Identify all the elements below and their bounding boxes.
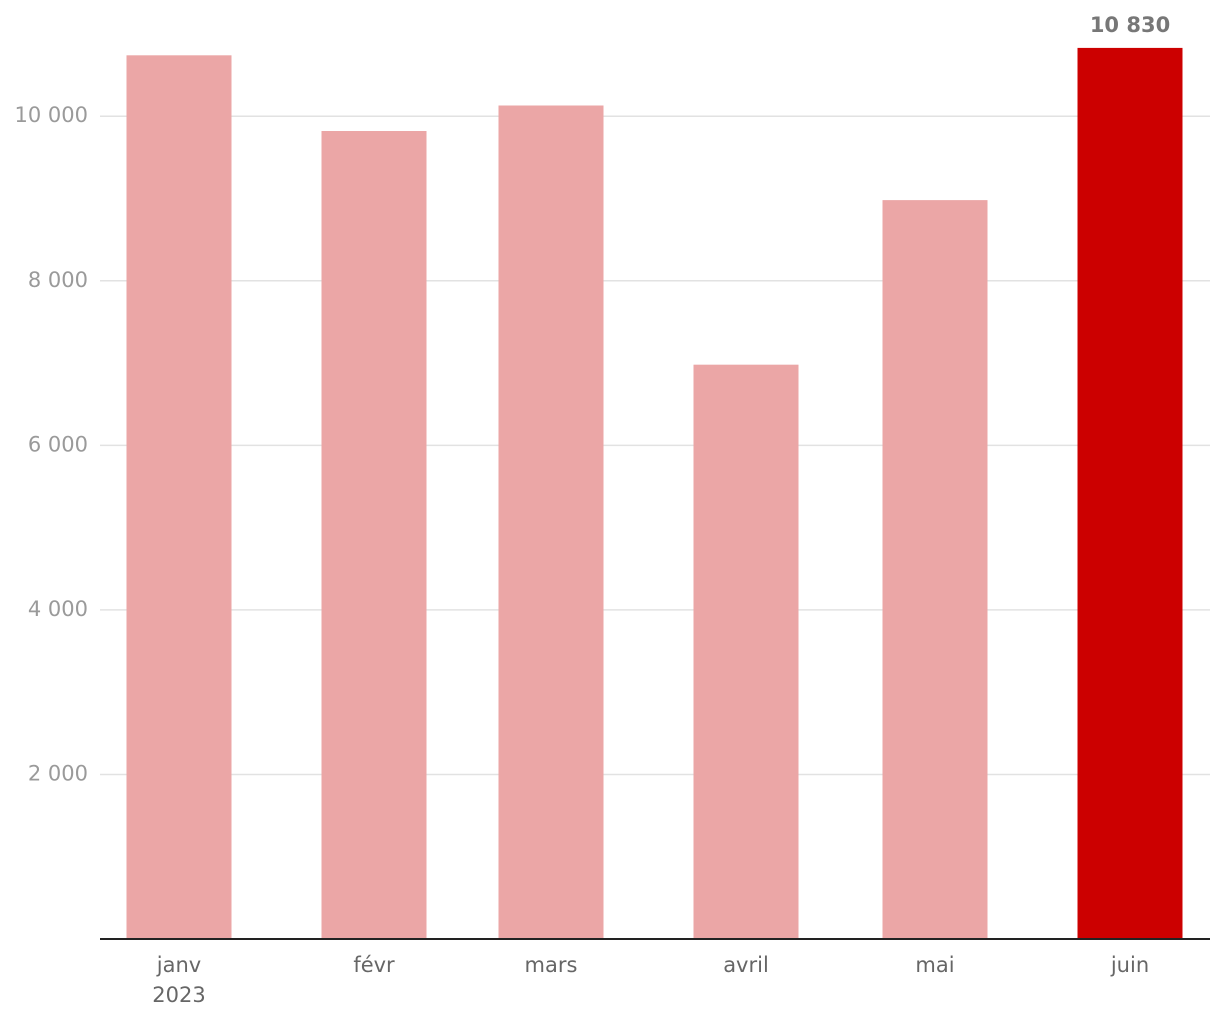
- bar: [321, 131, 427, 939]
- y-tick-label: 2 000: [28, 761, 88, 785]
- x-year-label: 2023: [152, 983, 205, 1007]
- value-label: 10 830: [1090, 13, 1170, 37]
- bar: [498, 105, 604, 940]
- x-tick-label: mai: [915, 953, 954, 977]
- y-tick-label: 4 000: [28, 597, 88, 621]
- bar: [126, 55, 232, 940]
- y-tick-label: 6 000: [28, 432, 88, 456]
- x-tick-label: févr: [353, 953, 395, 977]
- y-tick-label: 10 000: [15, 103, 88, 127]
- bar: [1077, 47, 1183, 939]
- bar: [693, 364, 799, 940]
- bar: [882, 200, 988, 940]
- x-tick-label: mars: [525, 953, 578, 977]
- x-tick-label: janv: [156, 953, 201, 977]
- x-tick-label: juin: [1110, 953, 1149, 977]
- x-tick-label: avril: [723, 953, 769, 977]
- y-tick-label: 8 000: [28, 268, 88, 292]
